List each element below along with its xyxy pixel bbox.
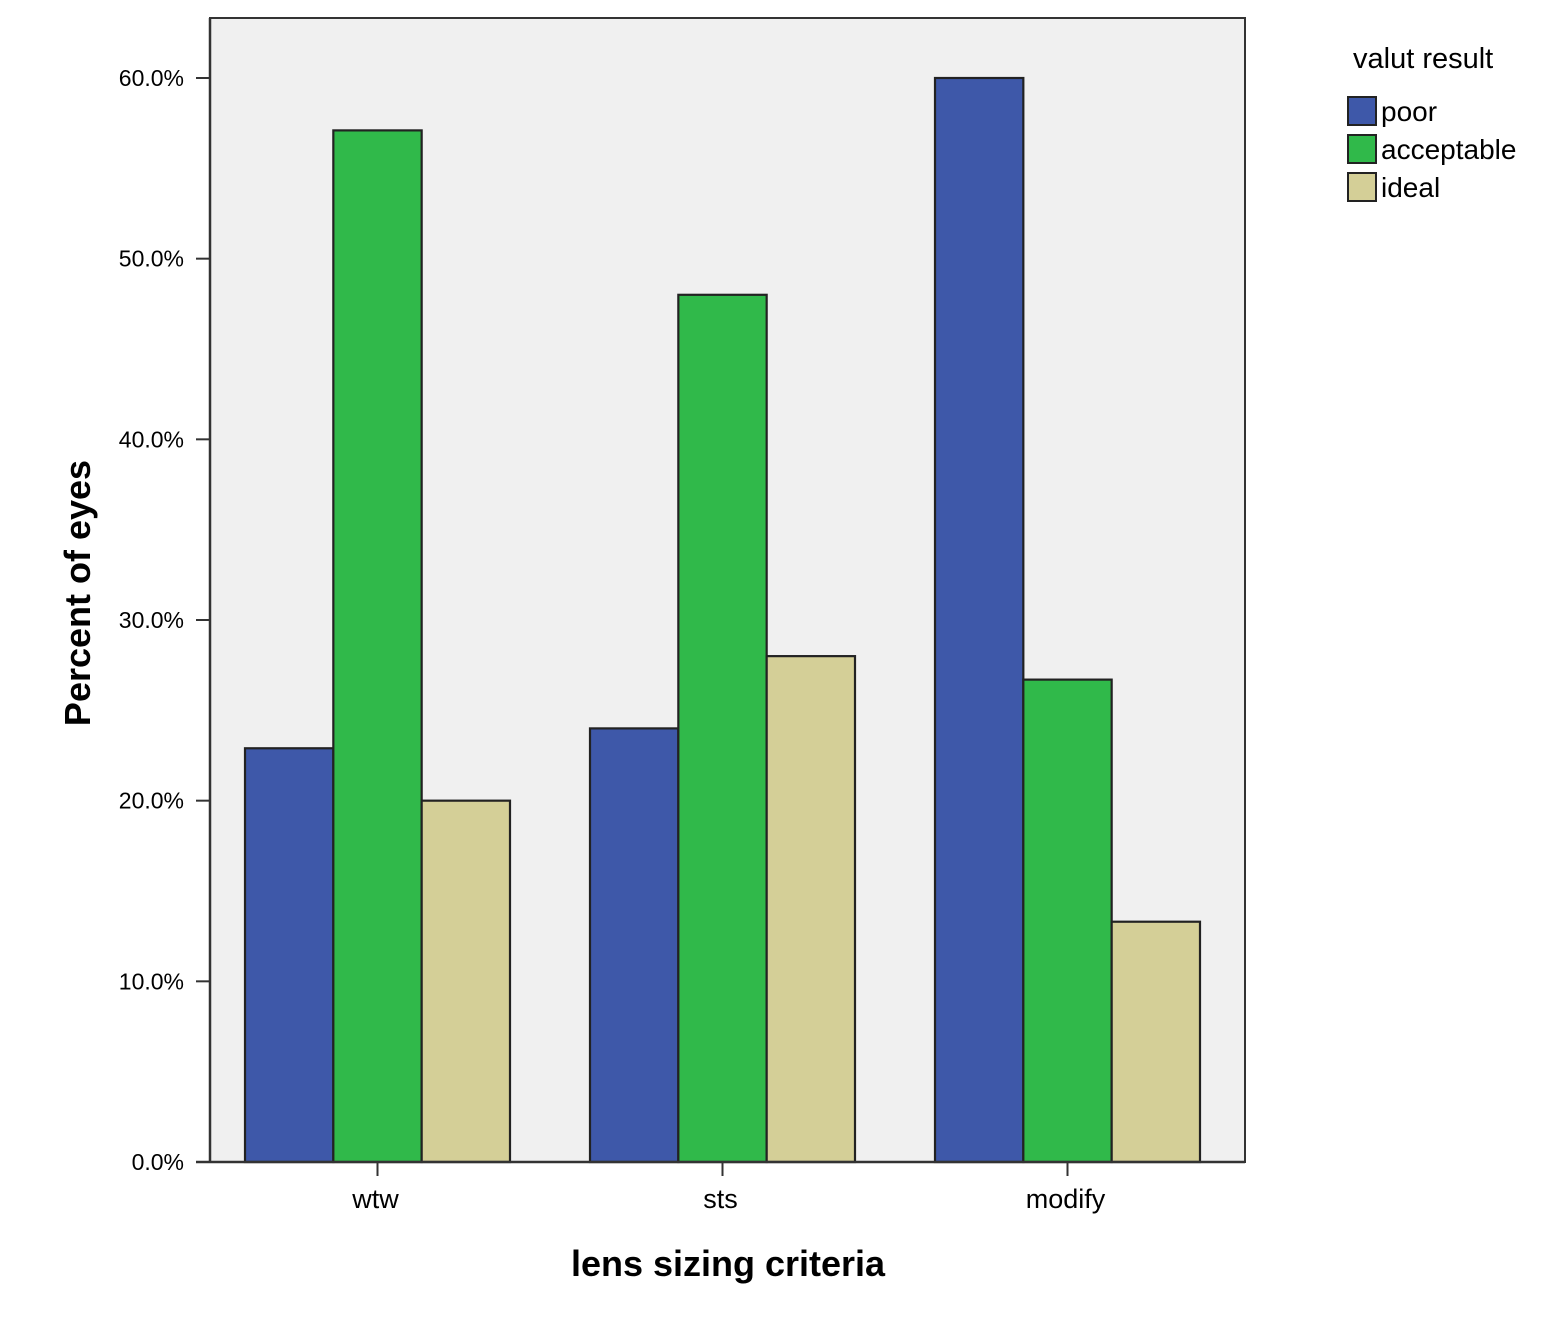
- legend-swatch-acceptable: [1347, 134, 1377, 164]
- x-tick-label-wtw: wtw: [351, 1184, 399, 1214]
- y-tick-label: 30.0%: [119, 607, 184, 633]
- y-tick-label: 20.0%: [119, 788, 184, 814]
- bar-wtw-ideal: [420, 799, 512, 1164]
- bar-sts-poor: [588, 727, 680, 1164]
- bar-modify-ideal: [1110, 920, 1202, 1164]
- bar-modify-poor: [933, 76, 1025, 1164]
- y-tick-label: 10.0%: [119, 968, 184, 994]
- legend-label-poor: poor: [1381, 96, 1437, 127]
- bar-sts-ideal: [765, 655, 857, 1164]
- bar-wtw-poor: [243, 747, 335, 1164]
- x-axis: wtw sts modify: [196, 1160, 1245, 1214]
- x-tick-label-sts: sts: [703, 1184, 738, 1214]
- x-tick-label-modify: modify: [1026, 1184, 1106, 1214]
- bar-wtw-acceptable: [332, 129, 423, 1164]
- x-axis-title: lens sizing criteria: [571, 1243, 886, 1284]
- legend: valut result poor acceptable ideal: [1347, 43, 1516, 203]
- legend-swatch-poor: [1347, 96, 1377, 126]
- y-axis: 0.0% 10.0% 20.0% 30.0% 40.0% 50.0% 60.0%: [119, 18, 212, 1175]
- bar-sts-acceptable: [677, 293, 768, 1164]
- y-tick-label: 40.0%: [119, 426, 184, 452]
- bar-modify-acceptable: [1022, 678, 1113, 1164]
- y-axis-title: Percent of eyes: [57, 460, 98, 726]
- y-tick-label: 0.0%: [132, 1149, 184, 1175]
- legend-label-ideal: ideal: [1381, 172, 1440, 203]
- y-tick-label: 60.0%: [119, 65, 184, 91]
- legend-title: valut result: [1353, 43, 1493, 75]
- legend-swatch-ideal: [1347, 172, 1377, 202]
- y-tick-label: 50.0%: [119, 246, 184, 272]
- bars-layer: [243, 76, 1202, 1164]
- legend-label-acceptable: acceptable: [1381, 134, 1516, 165]
